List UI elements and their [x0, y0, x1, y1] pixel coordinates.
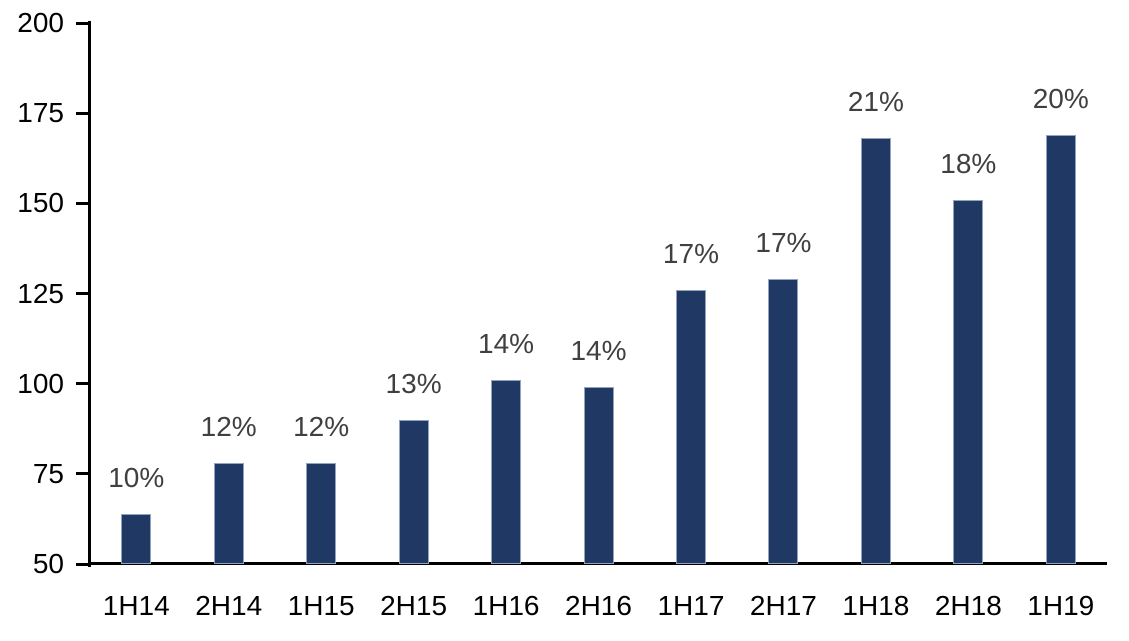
y-axis-tick-label: 125 [17, 277, 64, 309]
bar-value-label: 20% [1032, 82, 1089, 114]
y-axis-tick-mark [76, 201, 89, 205]
x-axis-tick-label: 2H18 [934, 590, 1002, 621]
y-axis-tick-mark [76, 21, 89, 25]
bar-value-label: 17% [662, 237, 719, 269]
y-axis-tick-label: 50 [32, 548, 64, 579]
y-axis-tick-label: 100 [17, 367, 64, 399]
x-axis-tick-label: 2H17 [749, 590, 817, 621]
bar-1H19 [1045, 134, 1076, 564]
y-axis-tick-label: 75 [32, 457, 64, 489]
y-axis-line [88, 21, 91, 567]
bar-value-label: 12% [200, 411, 257, 442]
bar-value-label: 14% [478, 328, 535, 360]
bar-2H15 [398, 419, 429, 564]
x-axis-tick-label: 1H19 [1027, 590, 1095, 621]
y-axis-tick-label: 150 [17, 187, 64, 219]
y-axis-tick-mark [76, 382, 89, 386]
bar-2H16 [583, 387, 614, 564]
y-axis-tick-mark [76, 292, 89, 295]
y-axis-tick-mark [76, 562, 89, 566]
x-axis-tick-label: 1H14 [102, 590, 170, 621]
y-axis-tick-label: 175 [17, 97, 64, 129]
x-axis-tick-label: 1H16 [472, 590, 540, 621]
bar-value-label: 21% [847, 86, 904, 118]
bar-1H17 [675, 289, 706, 564]
x-axis-tick-label: 1H18 [842, 590, 910, 621]
bar-value-label: 14% [570, 335, 627, 367]
bar-value-label: 18% [940, 147, 997, 179]
bar-value-label: 13% [385, 367, 442, 399]
bar-1H15 [306, 463, 337, 564]
bar-2H18 [953, 199, 984, 564]
bar-2H14 [213, 463, 244, 564]
x-axis-tick-label: 2H16 [565, 590, 632, 621]
x-axis-tick-label: 1H17 [657, 590, 725, 621]
y-axis-tick-mark [76, 111, 89, 115]
bar-1H16 [491, 380, 522, 564]
bar-2H17 [768, 279, 799, 564]
bar-value-label: 12% [293, 411, 350, 442]
y-axis-tick-label: 200 [17, 7, 64, 38]
x-axis-tick-label: 2H14 [195, 590, 263, 621]
bar-1H14 [121, 513, 152, 564]
bar-value-label: 17% [755, 227, 812, 259]
bar-value-label: 10% [108, 461, 165, 493]
x-axis-tick-label: 1H15 [287, 590, 355, 621]
bar-1H18 [860, 138, 891, 564]
y-axis-tick-mark [76, 472, 89, 476]
x-axis-tick-label: 2H15 [380, 590, 448, 621]
